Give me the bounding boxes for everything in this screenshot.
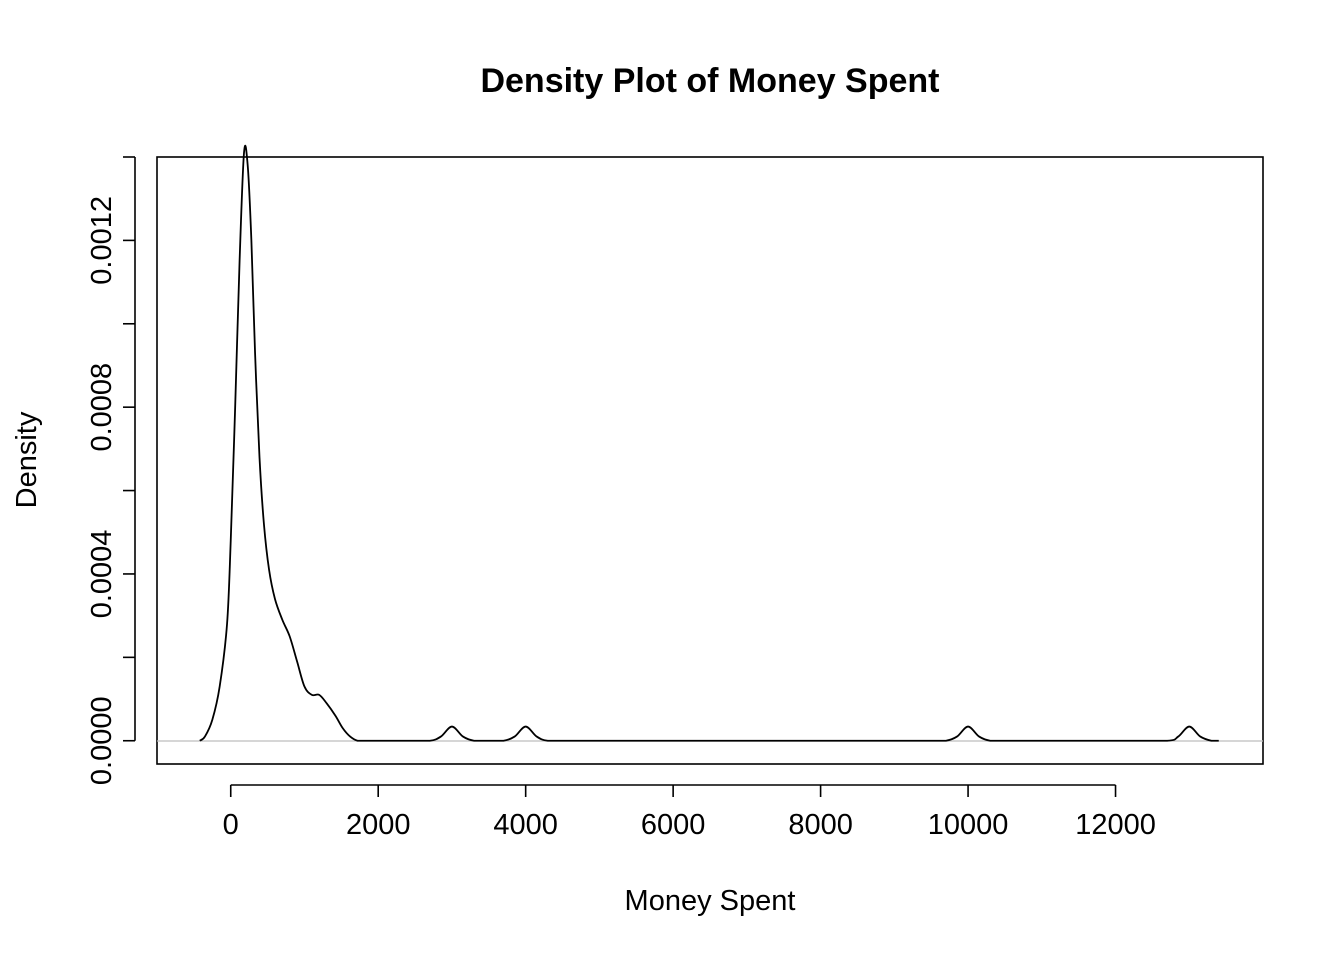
x-tick-label: 8000 [788, 809, 853, 841]
y-tick-label: 0.0012 [86, 196, 118, 285]
x-tick-label: 12000 [1075, 809, 1156, 841]
density-line [199, 145, 1219, 742]
plot-frame [156, 156, 1264, 765]
y-tick-label: 0.0008 [86, 363, 118, 452]
chart-title: Density Plot of Money Spent [480, 62, 939, 100]
x-tick-label: 4000 [493, 809, 558, 841]
y-axis-label: Density [11, 411, 43, 508]
x-tick-label: 6000 [641, 809, 706, 841]
y-tick-label: 0.0004 [86, 530, 118, 619]
x-axis-label: Money Spent [625, 885, 796, 917]
x-tick-label: 0 [223, 809, 239, 841]
y-axis: 0.0000 0.0004 0.0008 0.0012 [86, 156, 136, 785]
y-tick-label: 0.0000 [86, 696, 118, 785]
x-tick-label: 2000 [346, 809, 411, 841]
x-axis: 0 2000 4000 6000 8000 10000 12000 [223, 784, 1156, 841]
x-tick-label: 10000 [928, 809, 1009, 841]
